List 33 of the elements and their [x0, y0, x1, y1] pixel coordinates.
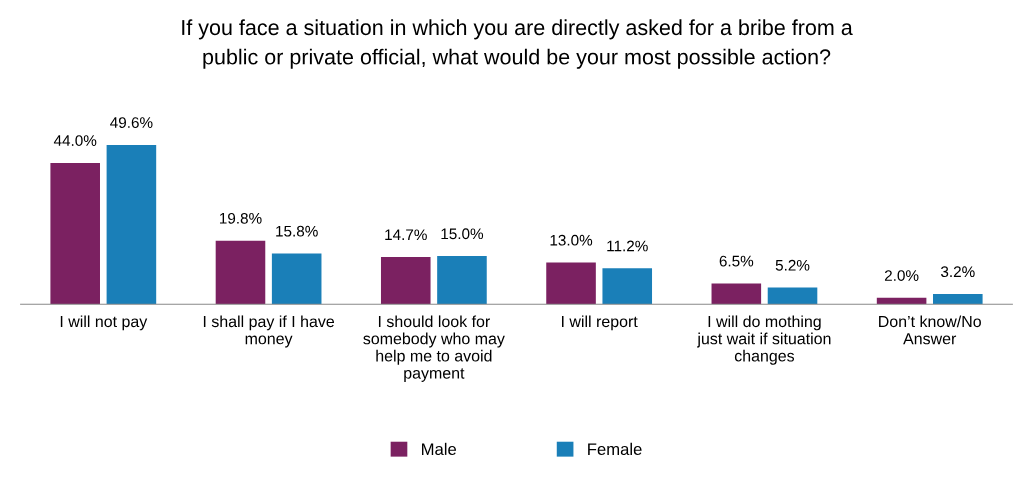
- x-tick-label: I will do mothing just wait if situation changes: [697, 315, 831, 365]
- data-label: 5.2%: [775, 259, 810, 271]
- legend-label: Male: [422, 442, 457, 456]
- data-label: 3.2%: [940, 266, 975, 278]
- data-label: 49.6%: [110, 117, 153, 128]
- x-tick-label: I will not pay: [60, 315, 148, 331]
- data-label: 2.0%: [884, 270, 919, 281]
- x-tick-label: I should look for somebody who may help me to avoid payment: [363, 315, 505, 382]
- data-label: 13.0%: [550, 234, 593, 246]
- bar: [50, 162, 100, 305]
- legend-label: Female: [588, 442, 642, 456]
- bar: [215, 240, 266, 305]
- bar: [711, 283, 762, 305]
- bar: [271, 253, 322, 305]
- data-label: 19.8%: [219, 212, 262, 224]
- bar: [546, 262, 596, 305]
- data-label: 14.7%: [385, 229, 427, 241]
- data-label: 15.0%: [441, 228, 484, 240]
- bar: [437, 256, 487, 305]
- x-tick-label: Don’t know/No Answer: [879, 315, 981, 345]
- bar: [767, 287, 818, 305]
- x-tick-label: I shall pay if I have money: [203, 315, 335, 348]
- bar: [380, 257, 431, 305]
- bar: [602, 268, 653, 305]
- bar: [106, 144, 157, 305]
- bar: [933, 294, 983, 305]
- data-label: 6.5%: [719, 255, 754, 267]
- bar: [876, 297, 927, 305]
- x-tick-label: I will report: [562, 315, 638, 331]
- data-label: 11.2%: [607, 240, 648, 252]
- data-label: 15.8%: [276, 225, 318, 237]
- chart-title: If you face a situation in which you are directly asked for a bribe from a public or private official, what would be your most possible action?: [182, 19, 853, 69]
- data-label: 44.0%: [53, 135, 97, 146]
